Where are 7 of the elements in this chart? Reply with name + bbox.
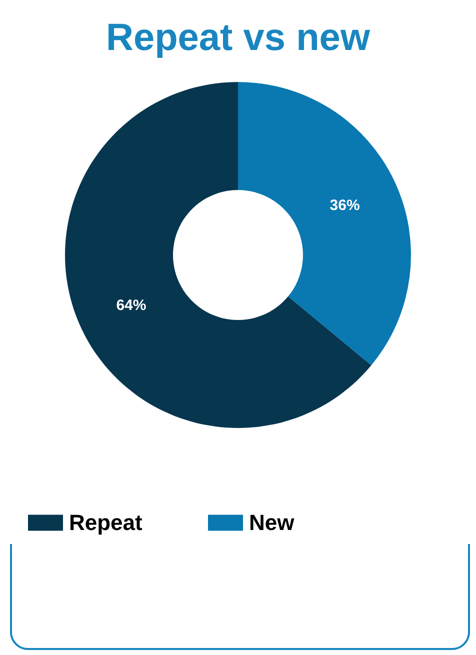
chart-title: Repeat vs new — [106, 17, 370, 59]
donut-slice — [65, 82, 372, 428]
legend-label: New — [249, 510, 296, 535]
legend-label: Repeat — [69, 510, 144, 535]
donut-slice — [238, 82, 411, 366]
data-label: 64% — [116, 297, 146, 314]
data-label: 36% — [330, 196, 360, 214]
